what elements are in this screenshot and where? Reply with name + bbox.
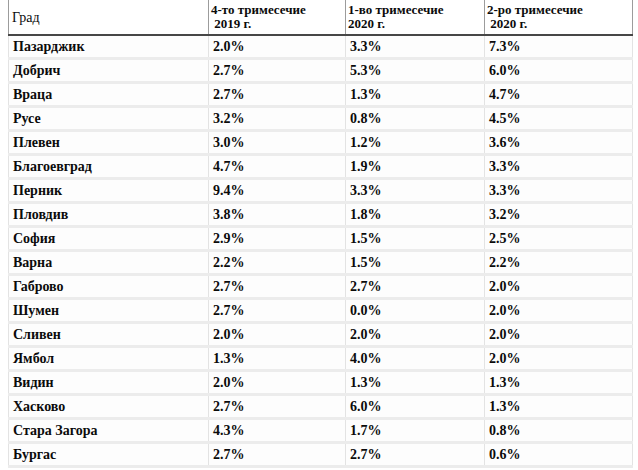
table-row: Габрово 2.7% 2.7% 2.0% <box>9 275 633 299</box>
table-row: Плевен 3.0% 1.2% 3.6% <box>9 131 633 155</box>
value-cell-q4-2019: 2.7% <box>209 59 346 83</box>
city-quarterly-stats-table: Град 4-то тримесечие 2019 г. 1-во тримес… <box>8 0 633 468</box>
city-name-cell: Видин <box>9 371 209 395</box>
value-cell-q2-2020: 0.8% <box>485 419 633 443</box>
value-cell-q2-2020: 7.3% <box>485 35 633 59</box>
table-row: Хасково 2.7% 6.0% 1.3% <box>9 395 633 419</box>
table-body: Пазарджик 2.0% 3.3% 7.3% Добрич 2.7% 5.3… <box>9 35 633 467</box>
value-cell-q1-2020: 2.7% <box>346 443 485 467</box>
value-cell-q4-2019: 3.8% <box>209 203 346 227</box>
value-cell-q1-2020: 0.0% <box>346 299 485 323</box>
value-cell-q1-2020: 2.7% <box>346 275 485 299</box>
table-row: Сливен 2.0% 2.0% 2.0% <box>9 323 633 347</box>
value-cell-q1-2020: 3.3% <box>346 35 485 59</box>
value-cell-q2-2020: 3.6% <box>485 131 633 155</box>
header-row: Град 4-то тримесечие 2019 г. 1-во тримес… <box>9 0 633 35</box>
table-row: Бургас 2.7% 2.7% 0.6% <box>9 443 633 467</box>
value-cell-q4-2019: 2.0% <box>209 371 346 395</box>
table-row: Благоевград 4.7% 1.9% 3.3% <box>9 155 633 179</box>
value-cell-q4-2019: 3.0% <box>209 131 346 155</box>
city-name-cell: Пловдив <box>9 203 209 227</box>
table-row: Пазарджик 2.0% 3.3% 7.3% <box>9 35 633 59</box>
table-row: Добрич 2.7% 5.3% 6.0% <box>9 59 633 83</box>
value-cell-q2-2020: 6.0% <box>485 59 633 83</box>
table-row: Шумен 2.7% 0.0% 2.0% <box>9 299 633 323</box>
value-cell-q4-2019: 2.0% <box>209 35 346 59</box>
table-row: Пловдив 3.8% 1.8% 3.2% <box>9 203 633 227</box>
value-cell-q2-2020: 2.0% <box>485 275 633 299</box>
value-cell-q2-2020: 2.0% <box>485 299 633 323</box>
value-cell-q4-2019: 2.7% <box>209 275 346 299</box>
value-cell-q2-2020: 2.5% <box>485 227 633 251</box>
city-name-cell: Пазарджик <box>9 35 209 59</box>
city-name-cell: Сливен <box>9 323 209 347</box>
table-row: Перник 9.4% 3.3% 3.3% <box>9 179 633 203</box>
column-header-q1-2020: 1-во тримесечие 2020 г. <box>346 0 485 35</box>
value-cell-q4-2019: 3.2% <box>209 107 346 131</box>
table-row: Стара Загора 4.3% 1.7% 0.8% <box>9 419 633 443</box>
value-cell-q4-2019: 2.7% <box>209 443 346 467</box>
value-cell-q4-2019: 4.3% <box>209 419 346 443</box>
value-cell-q1-2020: 3.3% <box>346 179 485 203</box>
value-cell-q4-2019: 2.0% <box>209 323 346 347</box>
value-cell-q1-2020: 2.0% <box>346 323 485 347</box>
value-cell-q4-2019: 2.7% <box>209 395 346 419</box>
value-cell-q4-2019: 4.7% <box>209 155 346 179</box>
column-header-q4-2019: 4-то тримесечие 2019 г. <box>209 0 346 35</box>
value-cell-q2-2020: 2.2% <box>485 251 633 275</box>
city-name-cell: Добрич <box>9 59 209 83</box>
value-cell-q2-2020: 2.0% <box>485 347 633 371</box>
value-cell-q1-2020: 1.8% <box>346 203 485 227</box>
value-cell-q2-2020: 4.7% <box>485 83 633 107</box>
value-cell-q4-2019: 2.2% <box>209 251 346 275</box>
value-cell-q1-2020: 5.3% <box>346 59 485 83</box>
table-row: Враца 2.7% 1.3% 4.7% <box>9 83 633 107</box>
table-header: Град 4-то тримесечие 2019 г. 1-во тримес… <box>9 0 633 35</box>
table-row: Русе 3.2% 0.8% 4.5% <box>9 107 633 131</box>
value-cell-q2-2020: 2.0% <box>485 323 633 347</box>
value-cell-q2-2020: 0.6% <box>485 443 633 467</box>
value-cell-q1-2020: 6.0% <box>346 395 485 419</box>
value-cell-q1-2020: 0.8% <box>346 107 485 131</box>
city-name-cell: София <box>9 227 209 251</box>
city-name-cell: Хасково <box>9 395 209 419</box>
value-cell-q2-2020: 3.2% <box>485 203 633 227</box>
table-row: Видин 2.0% 1.3% 1.3% <box>9 371 633 395</box>
value-cell-q4-2019: 2.9% <box>209 227 346 251</box>
value-cell-q2-2020: 3.3% <box>485 179 633 203</box>
value-cell-q2-2020: 3.3% <box>485 155 633 179</box>
value-cell-q1-2020: 1.5% <box>346 251 485 275</box>
value-cell-q4-2019: 1.3% <box>209 347 346 371</box>
city-name-cell: Ямбол <box>9 347 209 371</box>
table-row: Ямбол 1.3% 4.0% 2.0% <box>9 347 633 371</box>
value-cell-q1-2020: 1.2% <box>346 131 485 155</box>
city-name-cell: Благоевград <box>9 155 209 179</box>
value-cell-q2-2020: 1.3% <box>485 371 633 395</box>
city-name-cell: Стара Загора <box>9 419 209 443</box>
city-name-cell: Варна <box>9 251 209 275</box>
city-name-cell: Враца <box>9 83 209 107</box>
value-cell-q4-2019: 9.4% <box>209 179 346 203</box>
value-cell-q1-2020: 1.5% <box>346 227 485 251</box>
value-cell-q1-2020: 1.3% <box>346 83 485 107</box>
value-cell-q4-2019: 2.7% <box>209 83 346 107</box>
value-cell-q1-2020: 4.0% <box>346 347 485 371</box>
city-name-cell: Бургас <box>9 443 209 467</box>
value-cell-q2-2020: 1.3% <box>485 395 633 419</box>
column-header-city: Град <box>9 0 209 35</box>
city-name-cell: Перник <box>9 179 209 203</box>
value-cell-q4-2019: 2.7% <box>209 299 346 323</box>
city-name-cell: Габрово <box>9 275 209 299</box>
value-cell-q1-2020: 1.3% <box>346 371 485 395</box>
city-name-cell: Шумен <box>9 299 209 323</box>
table-row: Варна 2.2% 1.5% 2.2% <box>9 251 633 275</box>
table-row: София 2.9% 1.5% 2.5% <box>9 227 633 251</box>
city-name-cell: Русе <box>9 107 209 131</box>
column-header-q2-2020: 2-ро тримесечие 2020 г. <box>485 0 633 35</box>
value-cell-q2-2020: 4.5% <box>485 107 633 131</box>
city-name-cell: Плевен <box>9 131 209 155</box>
table-container: Град 4-то тримесечие 2019 г. 1-во тримес… <box>0 0 638 468</box>
value-cell-q1-2020: 1.7% <box>346 419 485 443</box>
value-cell-q1-2020: 1.9% <box>346 155 485 179</box>
